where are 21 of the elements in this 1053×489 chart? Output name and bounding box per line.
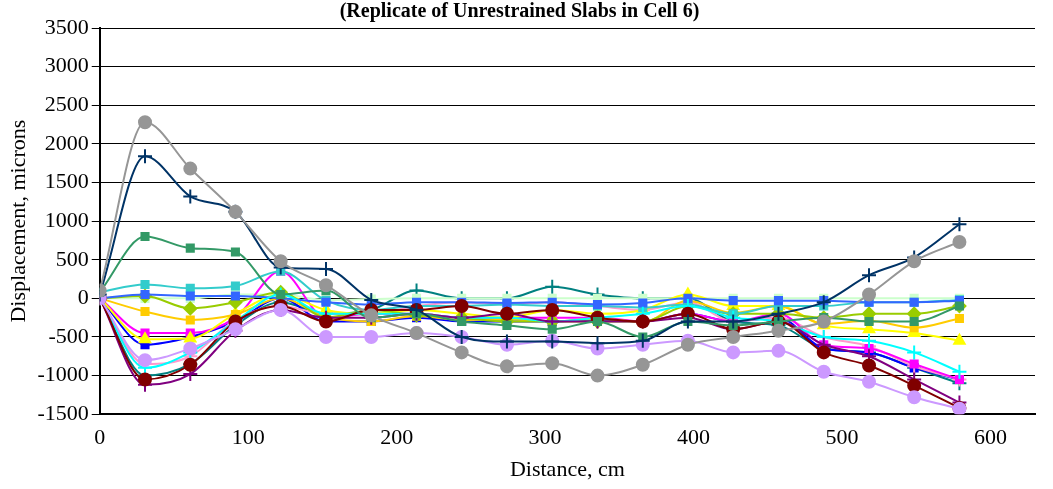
chart-title: (Replicate of Unrestrained Slabs in Cell 6) <box>339 0 700 23</box>
y-tick-label: 500 <box>55 245 89 271</box>
y-tick-label: 1500 <box>44 168 89 194</box>
y-axis-title: Displacement, microns <box>4 119 30 323</box>
x-tick-label: 500 <box>825 424 859 450</box>
x-axis-title: Distance, cm <box>509 455 625 481</box>
x-tick-label: 100 <box>231 424 265 450</box>
y-tick-label: 2500 <box>44 91 89 117</box>
y-tick-label: -1000 <box>37 361 89 387</box>
y-tick-label: 2000 <box>44 129 89 155</box>
x-tick-label: 0 <box>94 424 106 450</box>
x-tick-label: 400 <box>677 424 711 450</box>
y-tick-label: 1000 <box>44 206 89 232</box>
y-tick-label: 3500 <box>44 13 89 39</box>
x-tick-label: 600 <box>973 424 1007 450</box>
x-tick-label: 200 <box>380 424 414 450</box>
y-tick-label: 0 <box>77 284 89 310</box>
x-tick-label: 300 <box>528 424 562 450</box>
y-tick-label: -500 <box>48 322 89 348</box>
y-tick-label: 3000 <box>44 52 89 78</box>
y-tick-label: -1500 <box>37 399 89 425</box>
